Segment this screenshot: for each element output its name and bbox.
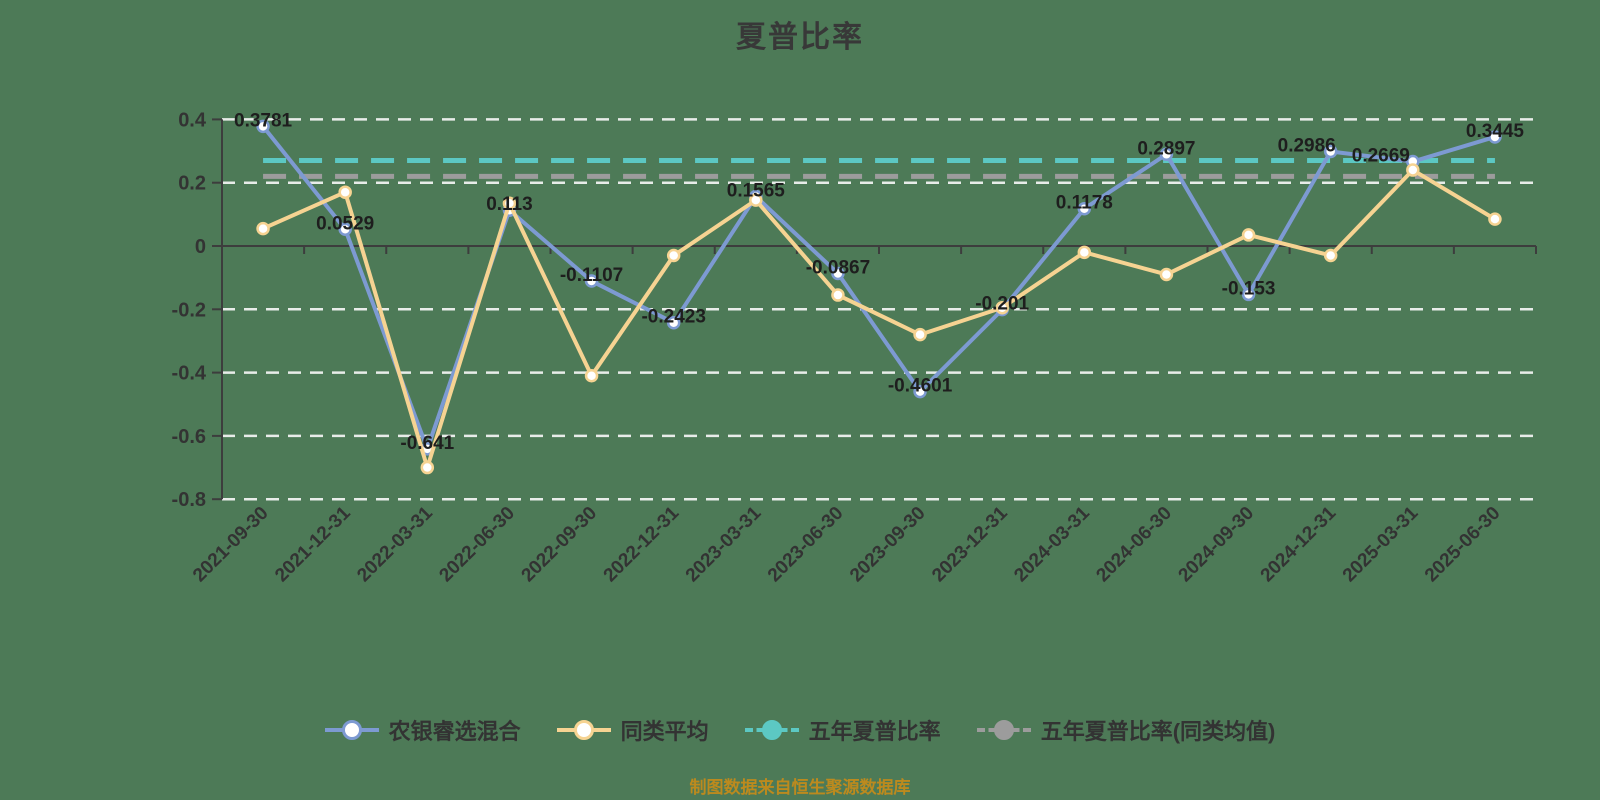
legend-label-five-year-sharpe-peer-mean: 五年夏普比率(同类均值) <box>1040 719 1276 744</box>
svg-text:0: 0 <box>195 236 206 258</box>
chart-title: 夏普比率 <box>736 21 864 54</box>
svg-text:2024-06-30: 2024-06-30 <box>1092 503 1176 587</box>
svg-text:-0.0867: -0.0867 <box>806 257 870 278</box>
legend: 农银睿选混合 同类平均 五年夏普比率 五年夏普比率(同类均值) <box>0 714 1600 746</box>
legend-label-five-year-sharpe: 五年夏普比率 <box>808 719 941 744</box>
svg-text:2023-12-31: 2023-12-31 <box>928 502 1012 586</box>
svg-text:-0.641: -0.641 <box>400 433 454 454</box>
legend-item-five-year-sharpe-peer-mean[interactable]: 五年夏普比率(同类均值) <box>976 714 1276 746</box>
svg-text:2022-12-31: 2022-12-31 <box>600 502 684 586</box>
series-0 <box>256 119 1502 456</box>
svg-text:0.113: 0.113 <box>486 194 533 215</box>
legend-item-five-year-sharpe[interactable]: 五年夏普比率 <box>744 714 941 746</box>
legend-item-fund[interactable]: 农银睿选混合 <box>324 714 521 746</box>
svg-text:0.3445: 0.3445 <box>1466 121 1525 142</box>
svg-text:2023-03-31: 2023-03-31 <box>682 502 766 586</box>
svg-text:2023-06-30: 2023-06-30 <box>764 503 848 587</box>
svg-text:2022-09-30: 2022-09-30 <box>518 503 602 587</box>
axes <box>212 118 1537 501</box>
svg-text:2025-03-31: 2025-03-31 <box>1339 502 1423 586</box>
svg-text:2021-12-31: 2021-12-31 <box>271 502 355 586</box>
y-axis-labels: 0.4 0.2 0 -0.2 -0.4 -0.6 -0.8 <box>172 109 207 511</box>
x-axis-labels: 2021-09-302021-12-312022-03-312022-06-30… <box>189 502 1504 586</box>
svg-text:0.2897: 0.2897 <box>1137 138 1195 159</box>
svg-text:-0.4601: -0.4601 <box>888 376 953 397</box>
svg-text:0.2669: 0.2669 <box>1352 146 1410 167</box>
svg-text:2024-12-31: 2024-12-31 <box>1257 502 1341 586</box>
svg-text:0.1178: 0.1178 <box>1056 193 1113 214</box>
svg-text:-0.1107: -0.1107 <box>560 265 623 286</box>
svg-text:-0.2423: -0.2423 <box>641 307 705 328</box>
legend-item-peer-average[interactable]: 同类平均 <box>556 714 709 746</box>
svg-text:-0.8: -0.8 <box>172 489 206 511</box>
peer-line-marker-icon <box>556 718 611 742</box>
svg-text:0.3781: 0.3781 <box>234 110 293 131</box>
sharpe-ratio-line-chart: 0.4 0.2 0 -0.2 -0.4 -0.6 -0.82021-09-302021-12… <box>172 109 1537 586</box>
svg-text:2022-03-31: 2022-03-31 <box>353 502 437 586</box>
fund-line-marker-icon <box>324 718 379 742</box>
legend-label-fund: 农银睿选混合 <box>388 719 521 744</box>
svg-text:2025-06-30: 2025-06-30 <box>1421 503 1505 587</box>
svg-text:-0.4: -0.4 <box>172 363 207 385</box>
svg-text:0.1565: 0.1565 <box>727 180 786 201</box>
svg-text:-0.153: -0.153 <box>1222 278 1276 299</box>
five-year-sharpe-marker-icon <box>744 718 799 742</box>
svg-text:2022-06-30: 2022-06-30 <box>435 503 519 587</box>
svg-text:0.2986: 0.2986 <box>1278 135 1336 156</box>
svg-text:2021-09-30: 2021-09-30 <box>189 503 273 587</box>
svg-text:-0.6: -0.6 <box>172 426 206 448</box>
svg-text:0.4: 0.4 <box>178 109 207 131</box>
svg-text:0.2: 0.2 <box>178 173 206 195</box>
series-1 <box>256 163 1502 475</box>
five-year-sharpe-peer-mean-marker-icon <box>976 718 1031 742</box>
svg-text:-0.2: -0.2 <box>172 299 206 321</box>
svg-text:2024-09-30: 2024-09-30 <box>1175 503 1259 587</box>
data-source-note: 制图数据来自恒生聚源数据库 <box>689 778 911 797</box>
svg-text:2024-03-31: 2024-03-31 <box>1010 502 1094 586</box>
data-labels: 0.3781 0.0529 -0.641 0.113 -0.1107 -0.2423 0.1… <box>234 110 1524 454</box>
legend-label-peer-average: 同类平均 <box>620 719 709 744</box>
svg-text:-0.201: -0.201 <box>975 294 1029 315</box>
svg-text:0.0529: 0.0529 <box>316 213 374 234</box>
svg-text:2023-09-30: 2023-09-30 <box>846 503 930 587</box>
